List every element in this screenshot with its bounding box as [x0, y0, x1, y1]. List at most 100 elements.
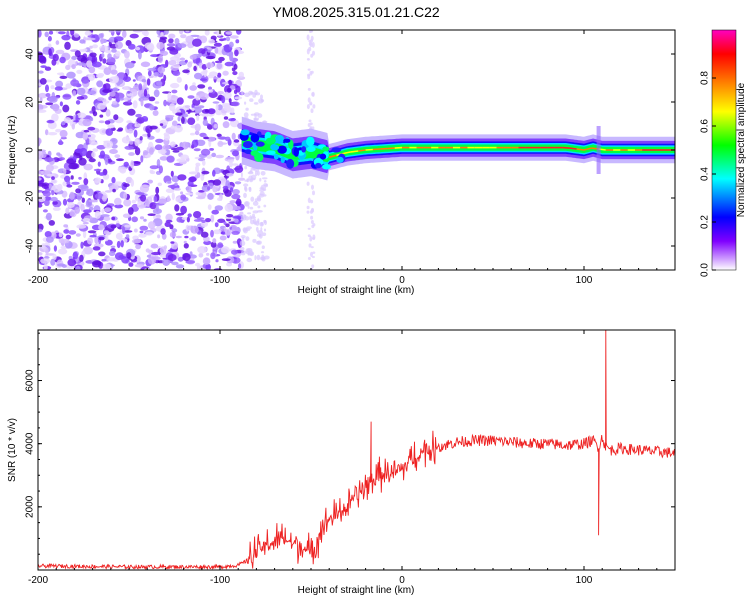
signal-blob [283, 138, 291, 143]
noise-blob [61, 121, 66, 126]
noise-blob [173, 125, 183, 133]
noise-blob [92, 148, 99, 152]
noise-blob [92, 260, 102, 268]
noise-blob [175, 146, 184, 151]
noise-blob [238, 263, 242, 269]
noise-blob [198, 253, 204, 258]
noise-blob [231, 193, 241, 200]
chart-title: YM08.2025.315.01.21.C22 [272, 4, 440, 20]
noise-blob [43, 196, 52, 201]
noise-blob [157, 55, 164, 63]
spectrogram-y-label: Frequency (Hz) [7, 116, 18, 185]
noise-blob [312, 190, 315, 196]
noise-blob [238, 71, 244, 78]
noise-blob [249, 215, 253, 221]
noise-blob [235, 39, 240, 44]
noise-blob [207, 89, 213, 93]
noise-blob [166, 195, 171, 202]
noise-blob [165, 213, 173, 222]
ridge-core [328, 154, 337, 158]
noise-blob [82, 230, 87, 239]
noise-blob [104, 190, 112, 193]
noise-blob [260, 227, 263, 232]
noise-blob [73, 33, 80, 38]
noise-blob [98, 33, 104, 39]
noise-blob [149, 147, 154, 155]
noise-blob [215, 110, 223, 116]
noise-blob [312, 104, 316, 109]
noise-blob [149, 125, 158, 130]
noise-blob [180, 34, 187, 39]
noise-blob [196, 114, 200, 121]
noise-blob [47, 35, 52, 42]
noise-blob [62, 198, 68, 206]
noise-blob [47, 132, 58, 136]
noise-blob [68, 162, 78, 170]
noise-blob [151, 256, 161, 261]
noise-blob [76, 62, 86, 66]
noise-blob [189, 251, 193, 257]
noise-blob [84, 30, 92, 36]
noise-blob [186, 216, 190, 223]
noise-blob [190, 225, 194, 233]
noise-blob [76, 112, 87, 119]
noise-blob [224, 203, 233, 212]
noise-blob [172, 120, 178, 127]
noise-blob [87, 237, 93, 245]
noise-blob [306, 181, 310, 186]
noise-blob [150, 170, 156, 175]
noise-blob [128, 43, 136, 50]
noise-blob [126, 93, 134, 97]
noise-blob [42, 209, 48, 213]
noise-blob [46, 236, 54, 243]
noise-blob [120, 240, 124, 248]
noise-blob [52, 53, 59, 62]
noise-blob [194, 123, 201, 132]
noise-blob [208, 86, 212, 91]
noise-blob [311, 264, 315, 269]
noise-blob [59, 56, 66, 64]
noise-blob [214, 192, 224, 196]
noise-blob [146, 78, 151, 86]
noise-blob [76, 96, 85, 100]
noise-blob [310, 39, 313, 43]
noise-blob [112, 100, 118, 105]
noise-blob [310, 246, 314, 249]
noise-blob [89, 110, 93, 114]
noise-blob [122, 30, 127, 38]
noise-blob [99, 114, 104, 118]
noise-blob [156, 159, 161, 167]
noise-blob [209, 148, 215, 151]
noise-blob [226, 214, 234, 218]
noise-blob [154, 144, 163, 151]
noise-blob [168, 38, 174, 44]
snr-series-line [38, 330, 675, 570]
signal-blob [270, 144, 280, 151]
noise-blob [157, 182, 163, 187]
noise-blob [61, 264, 67, 268]
signal-blob [319, 153, 327, 160]
noise-blob [160, 31, 164, 38]
noise-blob [312, 234, 316, 240]
noise-blob [185, 30, 190, 33]
signal-blob [277, 145, 287, 154]
noise-blob [171, 175, 180, 182]
noise-blob [211, 209, 219, 215]
noise-blob [110, 69, 118, 75]
noise-blob [139, 230, 144, 234]
noise-blob [110, 245, 116, 248]
noise-blob [234, 181, 242, 185]
noise-blob [224, 189, 232, 197]
noise-blob [204, 30, 210, 36]
noise-blob [201, 64, 207, 70]
noise-blob [114, 204, 124, 209]
noise-blob [116, 240, 121, 249]
noise-blob [134, 147, 141, 156]
noise-blob [192, 106, 203, 114]
noise-blob [153, 72, 160, 77]
noise-blob [205, 55, 216, 60]
noise-blob [72, 251, 79, 260]
noise-blob [255, 92, 261, 96]
noise-blob [195, 113, 201, 117]
x-tick-label: 100 [576, 575, 593, 586]
